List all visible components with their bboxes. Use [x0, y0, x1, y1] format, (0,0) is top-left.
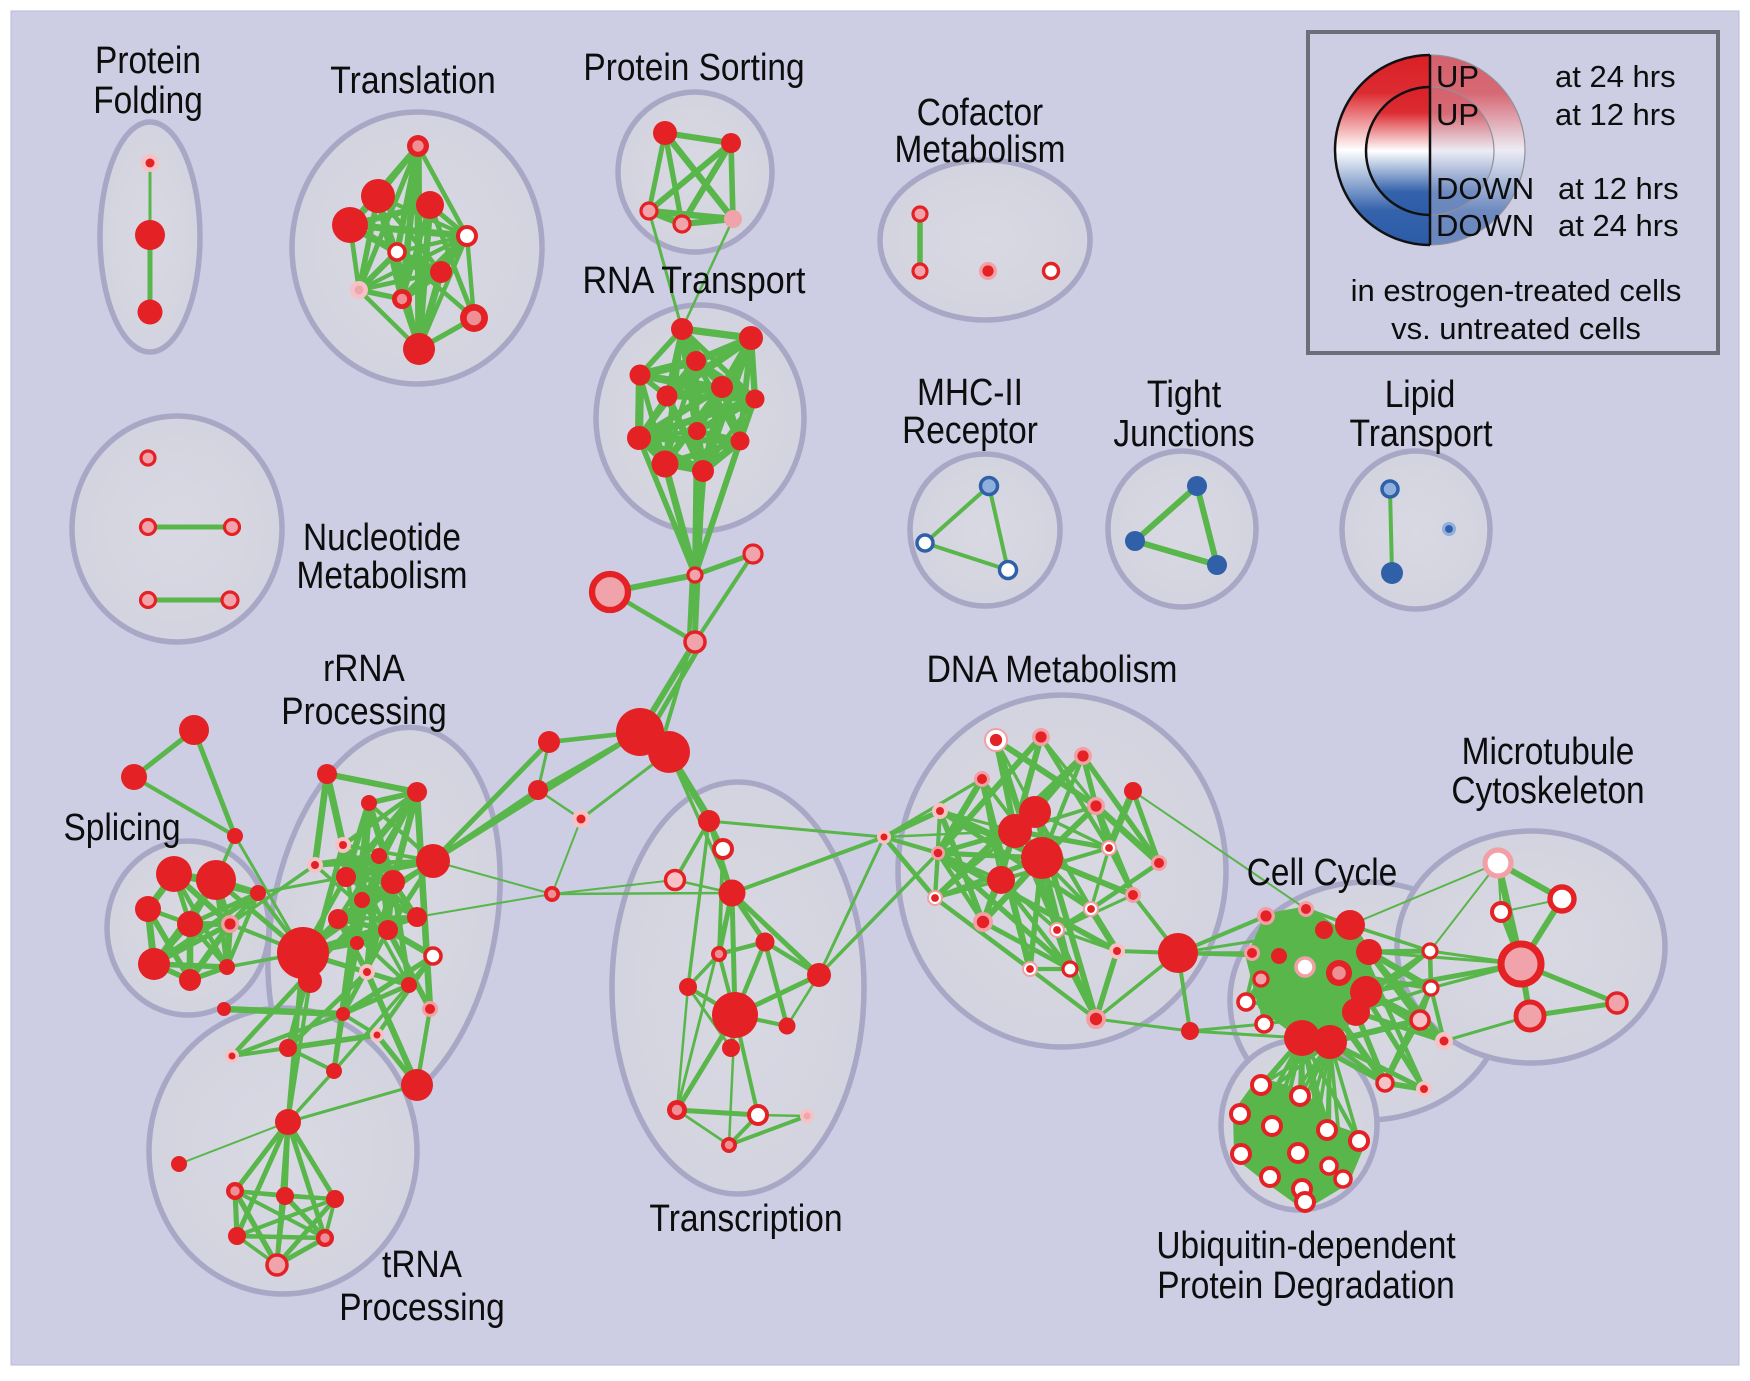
- svg-text:Transport: Transport: [1349, 413, 1492, 455]
- svg-text:Processing: Processing: [281, 691, 446, 733]
- svg-text:Receptor: Receptor: [902, 410, 1038, 452]
- svg-text:rRNA: rRNA: [323, 648, 405, 690]
- svg-text:RNA Transport: RNA Transport: [583, 260, 806, 302]
- svg-text:at 12 hrs: at 12 hrs: [1555, 97, 1676, 132]
- svg-text:tRNA: tRNA: [382, 1244, 462, 1286]
- svg-text:Cofactor: Cofactor: [917, 92, 1044, 134]
- svg-text:Metabolism: Metabolism: [895, 129, 1066, 171]
- svg-text:Cell Cycle: Cell Cycle: [1247, 852, 1398, 894]
- svg-text:DNA Metabolism: DNA Metabolism: [927, 649, 1178, 691]
- svg-text:MHC-II: MHC-II: [917, 372, 1023, 414]
- svg-text:Nucleotide: Nucleotide: [303, 517, 461, 559]
- svg-text:Translation: Translation: [330, 60, 495, 102]
- svg-text:Junctions: Junctions: [1113, 413, 1254, 455]
- svg-text:Metabolism: Metabolism: [297, 555, 468, 597]
- svg-text:vs. untreated cells: vs. untreated cells: [1391, 311, 1641, 346]
- svg-text:Processing: Processing: [339, 1287, 504, 1329]
- svg-text:DOWN: DOWN: [1436, 171, 1534, 206]
- svg-text:UP: UP: [1436, 97, 1479, 132]
- svg-text:in estrogen-treated cells: in estrogen-treated cells: [1351, 273, 1682, 308]
- svg-text:Protein: Protein: [95, 40, 201, 82]
- svg-text:Cytoskeleton: Cytoskeleton: [1451, 770, 1644, 812]
- svg-text:UP: UP: [1436, 59, 1479, 94]
- svg-text:Tight: Tight: [1147, 374, 1222, 416]
- svg-text:at 12 hrs: at 12 hrs: [1558, 171, 1679, 206]
- svg-text:Microtubule: Microtubule: [1462, 731, 1635, 773]
- svg-text:Splicing: Splicing: [63, 807, 180, 849]
- svg-text:at 24 hrs: at 24 hrs: [1555, 59, 1676, 94]
- svg-text:Lipid: Lipid: [1385, 374, 1456, 416]
- svg-text:Protein Degradation: Protein Degradation: [1157, 1265, 1454, 1307]
- svg-text:Transcription: Transcription: [649, 1198, 842, 1240]
- svg-text:at 24 hrs: at 24 hrs: [1558, 208, 1679, 243]
- svg-text:Protein Sorting: Protein Sorting: [583, 47, 804, 89]
- svg-text:Ubiquitin-dependent: Ubiquitin-dependent: [1156, 1225, 1456, 1267]
- svg-text:Folding: Folding: [93, 80, 203, 122]
- svg-text:DOWN: DOWN: [1436, 208, 1534, 243]
